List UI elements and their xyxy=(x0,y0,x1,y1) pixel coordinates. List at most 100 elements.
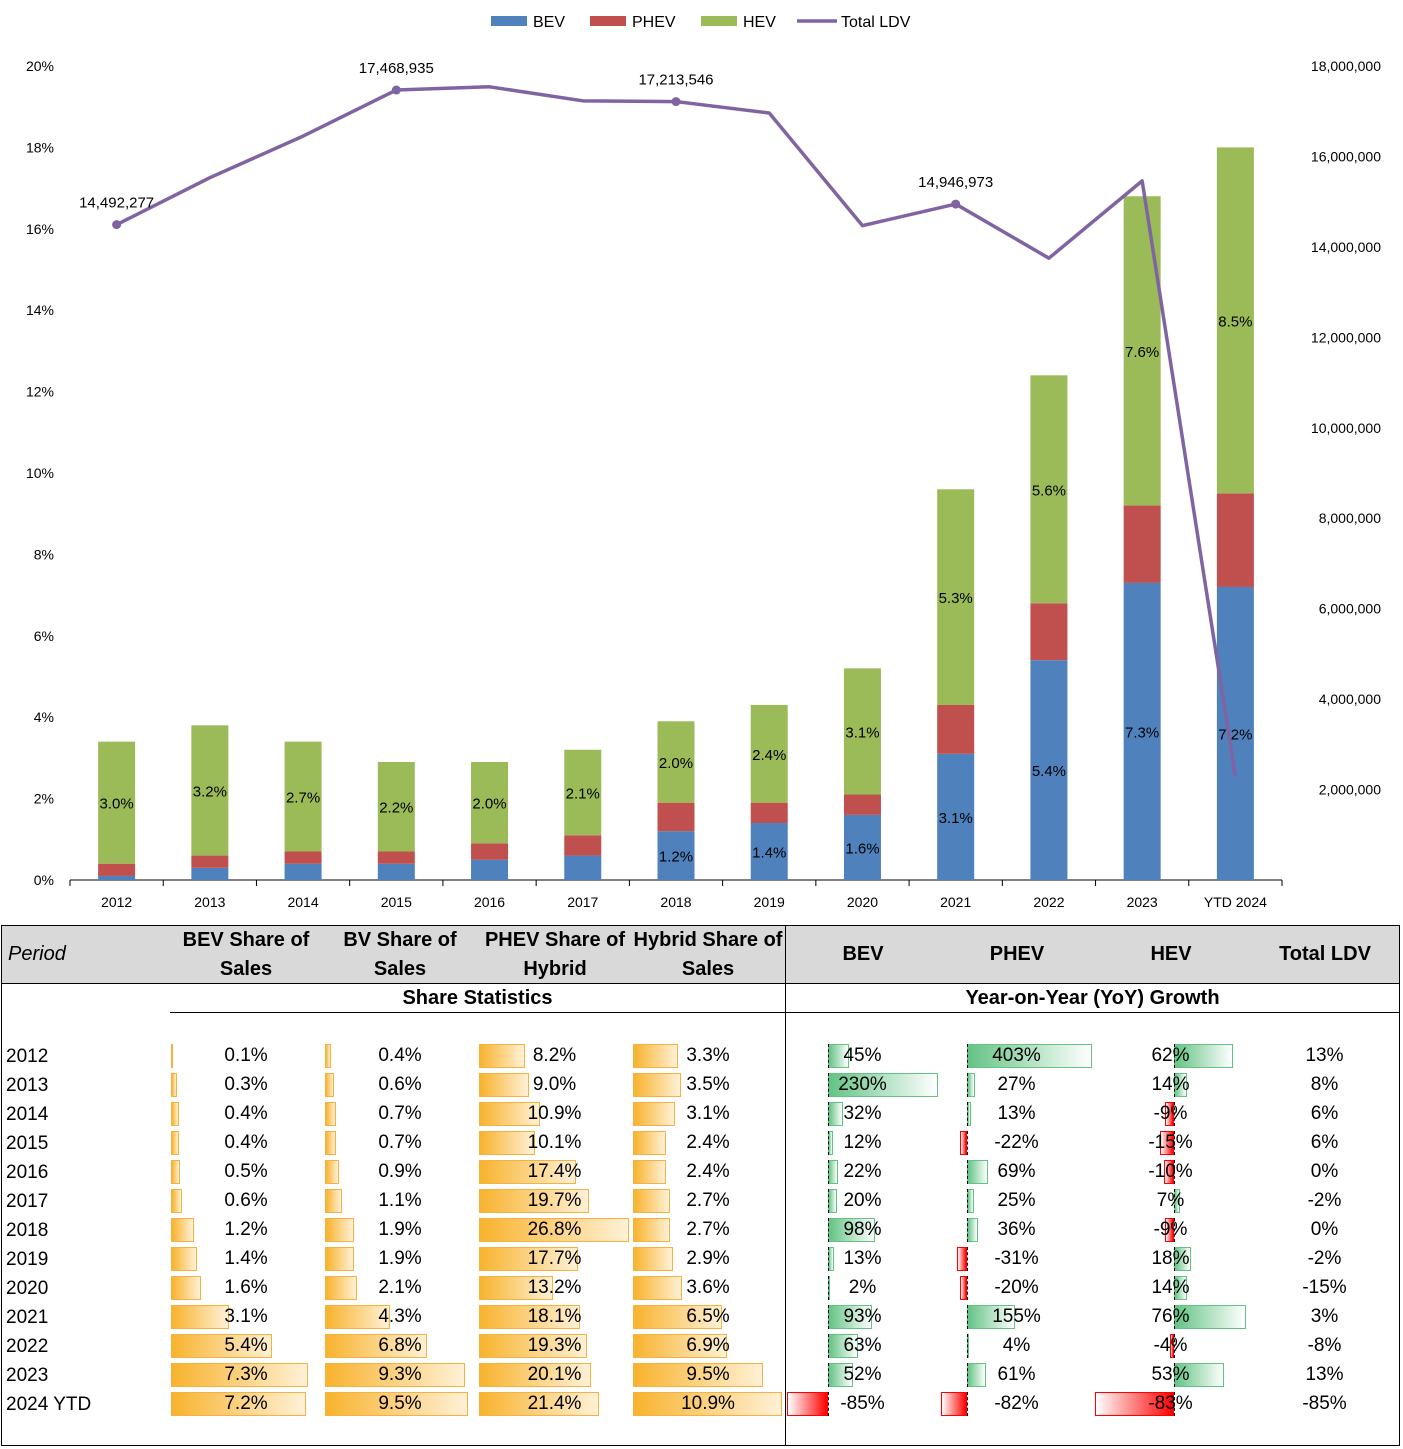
zero-axis xyxy=(827,1276,829,1300)
x-tick-label: 2016 xyxy=(474,894,505,910)
phev-yoy-cell: 155% xyxy=(941,1305,1092,1329)
y-left-tick-label: 10% xyxy=(26,465,54,481)
yoy-value: -22% xyxy=(994,1132,1039,1153)
hev-yoy-cell: -9% xyxy=(1095,1102,1246,1126)
x-tick-label: 2021 xyxy=(940,894,971,910)
table-row: 2016 0.5% 0.9% 17.4% 2.4% 22% 69% -10% 0% xyxy=(0,1158,1403,1187)
bv-share-cell: 0.9% xyxy=(325,1160,475,1184)
phev-yoy-cell: 69% xyxy=(941,1160,1092,1184)
share-value: 2.7% xyxy=(686,1190,730,1211)
data-bar xyxy=(479,1218,629,1242)
yoy-value: 20% xyxy=(843,1190,882,1211)
share-value: 0.7% xyxy=(378,1103,422,1124)
legend-swatch-hev xyxy=(701,16,737,26)
data-bar xyxy=(633,1392,782,1416)
x-tick-label: 2017 xyxy=(567,894,598,910)
yoy-value: 53% xyxy=(1151,1364,1190,1385)
total-ldv-cell: 8% xyxy=(1249,1073,1400,1097)
hev-bar xyxy=(1216,147,1254,494)
data-bar xyxy=(633,1073,681,1097)
bv-share-cell: 0.7% xyxy=(325,1102,475,1126)
growth-bar xyxy=(966,1305,1015,1329)
share-value: 2.4% xyxy=(686,1161,730,1182)
bev-bar xyxy=(750,823,788,880)
total-ldv-point xyxy=(951,199,961,209)
data-bar xyxy=(633,1189,670,1213)
period-label: 2012 xyxy=(6,1046,49,1067)
phev-yoy-cell: -20% xyxy=(941,1276,1092,1300)
zero-axis xyxy=(827,1392,829,1416)
bev-share-cell: 0.4% xyxy=(171,1102,321,1126)
hev-yoy-cell: 62% xyxy=(1095,1044,1246,1068)
share-value: 20.1% xyxy=(527,1364,582,1385)
x-tick-label: 2015 xyxy=(381,894,412,910)
total-ldv-value: -85% xyxy=(1302,1393,1347,1414)
share-value: 5.4% xyxy=(224,1335,268,1356)
yoy-value: 14% xyxy=(1151,1074,1190,1095)
total-ldv-point xyxy=(671,97,681,107)
hev-bar xyxy=(937,489,975,705)
hev-bar xyxy=(191,725,229,856)
hev-data-label: 2.4% xyxy=(752,747,786,764)
total-ldv-point xyxy=(112,220,122,230)
data-bar xyxy=(633,1247,673,1271)
share-value: 2.4% xyxy=(686,1132,730,1153)
phev-share-cell: 8.2% xyxy=(479,1044,630,1068)
table-row: 2017 0.6% 1.1% 19.7% 2.7% 20% 25% 7% -2% xyxy=(0,1187,1403,1216)
phev-bar xyxy=(657,802,695,832)
share-value: 3.1% xyxy=(224,1306,268,1327)
zero-axis xyxy=(827,1102,829,1126)
y-left-tick-label: 18% xyxy=(26,139,54,155)
zero-axis xyxy=(1173,1131,1175,1155)
total-ldv-cell: 0% xyxy=(1249,1160,1400,1184)
hev-data-label: 5.3% xyxy=(939,590,973,607)
zero-axis xyxy=(966,1305,968,1329)
bev-data-label: 1.2% xyxy=(659,849,693,866)
bev-yoy-cell: -85% xyxy=(787,1392,938,1416)
hybrid-share-cell: 9.5% xyxy=(633,1363,783,1387)
hev-yoy-cell: -15% xyxy=(1095,1131,1246,1155)
share-value: 10.9% xyxy=(681,1393,735,1414)
chart-line: 14,492,277 17,468,935 17,213,546 14,946,973 xyxy=(79,60,1238,777)
phev-share-cell: 21.4% xyxy=(479,1392,630,1416)
hev-data-label: 2.2% xyxy=(379,800,413,817)
y-right-tick-label: 14,000,000 xyxy=(1311,239,1381,255)
y-left-tick-label: 12% xyxy=(26,384,54,400)
period-label: 2017 xyxy=(6,1191,49,1212)
data-bar xyxy=(325,1334,427,1358)
bev-share-cell: 5.4% xyxy=(171,1334,321,1358)
x-tick-label: YTD 2024 xyxy=(1204,894,1267,910)
hev-yoy-cell: 53% xyxy=(1095,1363,1246,1387)
bev-yoy-cell: 230% xyxy=(787,1073,938,1097)
hev-yoy-cell: 7% xyxy=(1095,1189,1246,1213)
header-bv-share: BV Share of Sales xyxy=(343,929,457,980)
bev-yoy-cell: 45% xyxy=(787,1044,938,1068)
hev-bar xyxy=(98,741,136,864)
share-value: 9.5% xyxy=(686,1364,730,1385)
yoy-value: 36% xyxy=(997,1219,1036,1240)
table-row: 2012 0.1% 0.4% 8.2% 3.3% 45% 403% 62% 13% xyxy=(0,1042,1403,1071)
period-label: 2016 xyxy=(6,1162,49,1183)
total-ldv-point xyxy=(391,85,401,95)
y-left-tick-label: 14% xyxy=(26,302,54,318)
yoy-value: 403% xyxy=(992,1045,1041,1066)
phev-yoy-cell: 403% xyxy=(941,1044,1092,1068)
zero-axis xyxy=(966,1131,968,1155)
yoy-value: 32% xyxy=(843,1103,882,1124)
total-ldv-cell: -85% xyxy=(1249,1392,1400,1416)
share-value: 6.8% xyxy=(378,1335,422,1356)
data-bar xyxy=(479,1334,587,1358)
y-left-tick-label: 6% xyxy=(34,628,54,644)
total-ldv-value: 6% xyxy=(1310,1132,1339,1153)
table-row: 2024 YTD 7.2% 9.5% 21.4% 10.9% -85% -82% -83% -8… xyxy=(0,1390,1403,1419)
header-period: Period xyxy=(8,943,66,965)
data-bar xyxy=(171,1131,179,1155)
bev-data-label: 7.3% xyxy=(1125,724,1159,741)
zero-axis xyxy=(1173,1160,1175,1184)
hev-data-label: 8.5% xyxy=(1218,313,1252,330)
legend-swatch-bev xyxy=(491,16,527,26)
yoy-value: 14% xyxy=(1151,1277,1190,1298)
total-ldv-cell: 6% xyxy=(1249,1102,1400,1126)
x-tick-label: 2020 xyxy=(847,894,878,910)
y-right-tick-label: 18,000,000 xyxy=(1311,58,1381,74)
